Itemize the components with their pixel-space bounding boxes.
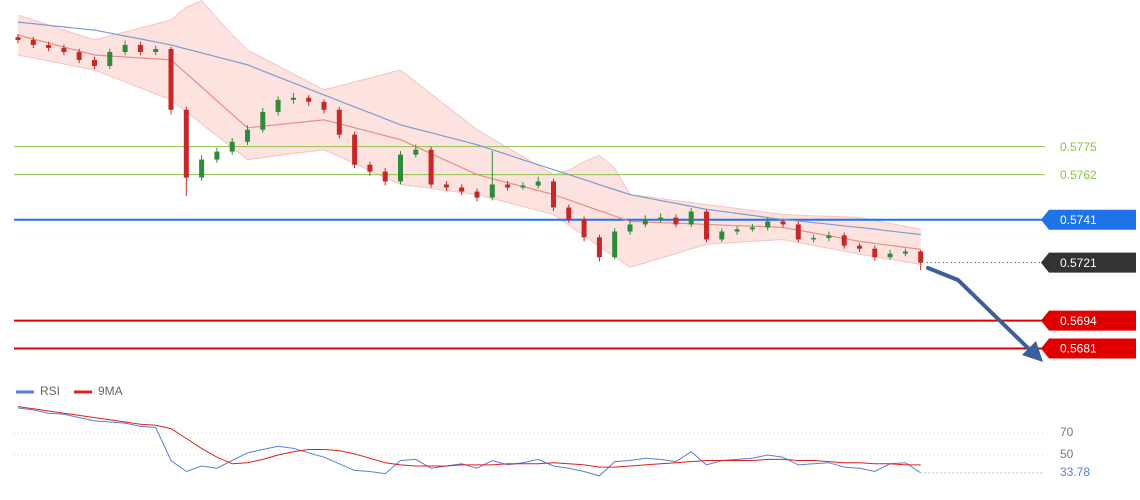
- candle-body: [352, 134, 358, 165]
- candle-body: [214, 151, 220, 160]
- level-label-box: [1041, 338, 1136, 359]
- level-label-box: [1041, 252, 1136, 273]
- band-lower: [17, 54, 921, 268]
- forecast-arrow: [926, 266, 1043, 362]
- candle-body: [413, 149, 419, 155]
- candle-body: [688, 211, 694, 225]
- candle-body: [612, 231, 618, 258]
- candle-body: [229, 141, 235, 152]
- candle-body: [872, 248, 878, 258]
- last-value-label: 33.78: [1060, 465, 1090, 479]
- candle-body: [382, 171, 388, 182]
- y-tick-label: 70: [1060, 425, 1074, 439]
- legend-label: 9MA: [98, 384, 123, 398]
- bollinger-band: [18, 0, 921, 268]
- y-tick-label: 50: [1060, 447, 1074, 461]
- candle-body: [153, 48, 159, 52]
- candle-body: [290, 97, 296, 100]
- moving-average: [17, 34, 921, 250]
- candle-body: [489, 184, 495, 198]
- candle-body: [505, 184, 511, 188]
- rsi-panel: 70 50 RSI 9MA 33.78: [14, 384, 1090, 479]
- level-label: 0.5694: [1060, 314, 1097, 328]
- candle-body: [306, 97, 312, 102]
- candle-body: [92, 59, 97, 66]
- candle-body: [183, 109, 189, 178]
- candle-body: [367, 164, 373, 172]
- candle-body: [76, 51, 82, 60]
- candle-body: [122, 44, 128, 52]
- series-line: [17, 407, 921, 477]
- level-label: 0.5721: [1060, 256, 1097, 270]
- moving-average: [17, 21, 921, 236]
- candle-body: [841, 235, 847, 246]
- level-label-box: [1041, 209, 1136, 230]
- candle-body: [30, 39, 36, 45]
- candle-body: [535, 181, 541, 186]
- candle-body: [61, 47, 67, 52]
- candle-body: [918, 251, 924, 263]
- price-panel: 0.5775 0.5762 0.5741 0.5721 0.5694 0.5681: [14, 0, 1136, 359]
- band-upper: [17, 0, 921, 230]
- level-label: 0.5741: [1060, 213, 1097, 227]
- candle-body: [168, 48, 174, 110]
- candle-body: [795, 224, 801, 240]
- candle-body: [260, 111, 266, 130]
- candle-body: [443, 184, 449, 188]
- candle-body: [581, 219, 587, 238]
- candle-body: [627, 224, 633, 232]
- candle-body: [642, 219, 648, 225]
- candle-body: [780, 221, 786, 225]
- candle-body: [704, 211, 709, 240]
- candle-body: [275, 99, 281, 112]
- candle-body: [673, 217, 679, 225]
- arrow-shaft: [926, 266, 1032, 352]
- candle-body: [137, 44, 143, 52]
- candle-body: [520, 185, 526, 188]
- level-label: 0.5681: [1060, 342, 1097, 356]
- candle-body: [46, 44, 52, 48]
- candle-body: [902, 251, 908, 254]
- level-label: 0.5762: [1060, 168, 1097, 182]
- candle-body: [826, 235, 832, 238]
- candle-body: [734, 229, 740, 232]
- candle-body: [887, 253, 893, 258]
- level-label-box: [1041, 310, 1136, 331]
- candle-body: [719, 231, 725, 240]
- candle-body: [428, 149, 434, 185]
- arrow-head: [1022, 341, 1043, 362]
- candle-body: [321, 101, 327, 110]
- candle-body: [459, 187, 465, 192]
- candle-body: [857, 245, 862, 249]
- candle-body: [566, 207, 572, 220]
- candle-body: [199, 159, 205, 178]
- candle-body: [245, 129, 250, 142]
- legend-label: RSI: [40, 384, 60, 398]
- candle-body: [658, 217, 664, 220]
- candle-body: [474, 191, 480, 198]
- level-label: 0.5775: [1060, 140, 1097, 154]
- candle-body: [811, 237, 817, 240]
- candle-body: [749, 227, 755, 230]
- series-line: [17, 406, 921, 468]
- candle-body: [765, 221, 771, 228]
- candle-body: [336, 109, 342, 135]
- candle-body: [596, 237, 602, 258]
- candle-body: [398, 154, 403, 182]
- candle-body: [15, 37, 21, 40]
- candle-body: [107, 51, 113, 66]
- candle-body: [551, 181, 556, 208]
